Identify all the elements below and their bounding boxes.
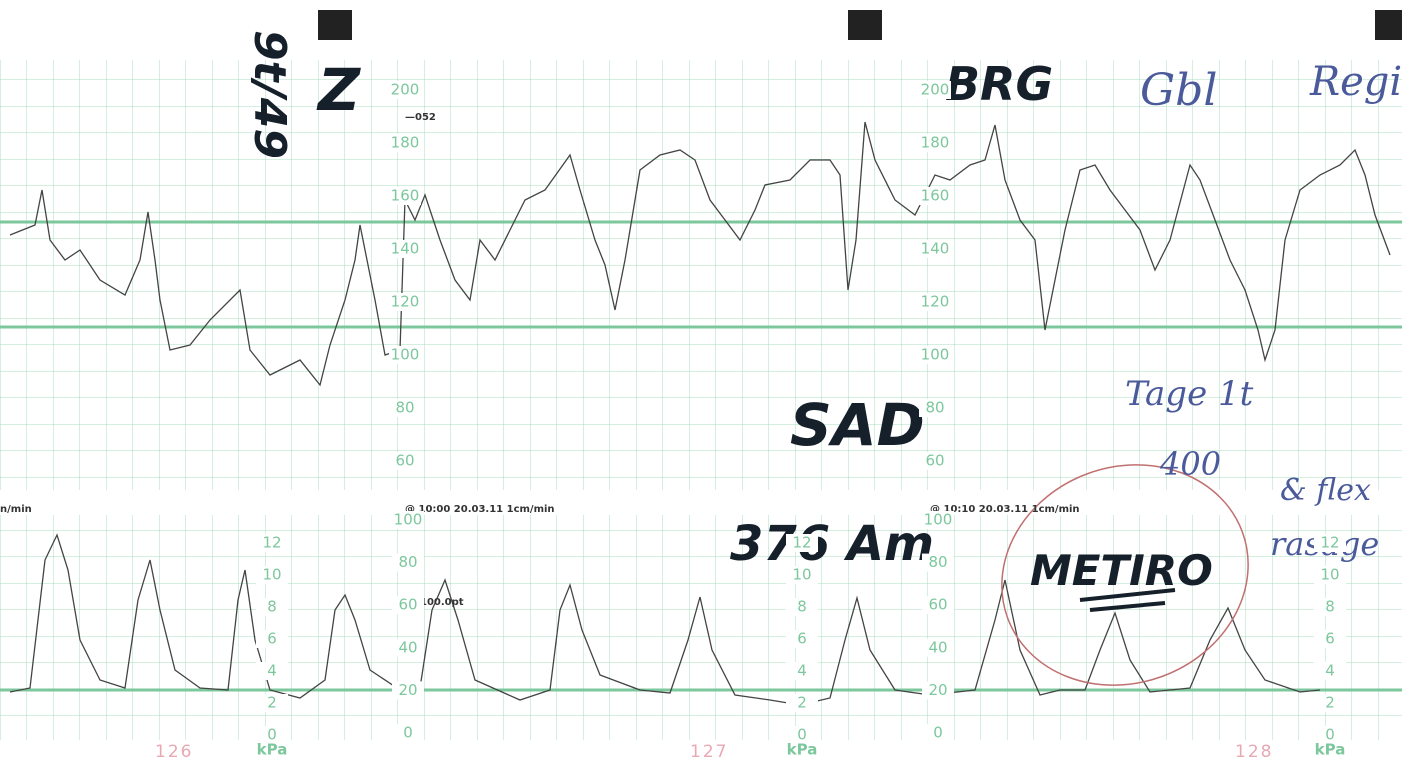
fhr-scale-label: 180	[921, 134, 950, 152]
toco-kpa-label: 2	[797, 694, 807, 712]
page-number: 127	[690, 742, 728, 762]
toco-mmhg-label: 20	[928, 681, 947, 699]
fhr-grid	[0, 60, 1402, 490]
header-text: n/min	[0, 504, 32, 515]
ctg-strip: n/min @ 10:00 20.03.11 1cm/min @ 10:10 2…	[0, 0, 1402, 768]
fhr-scale-label: 120	[391, 293, 420, 311]
fhr-scale-label: 80	[925, 399, 944, 417]
page-marker	[318, 10, 352, 40]
fhr-scale-label: 60	[395, 452, 414, 470]
handwriting: & flex	[1280, 473, 1371, 508]
unit-label: kPa	[1315, 741, 1346, 759]
toco-kpa-label: 8	[267, 598, 277, 616]
unit-label: kPa	[257, 741, 288, 759]
fhr-scale-label: 100	[921, 346, 950, 364]
toco-mmhg-label: 60	[398, 596, 417, 614]
header-band	[0, 490, 1402, 512]
toco-kpa-label: 4	[267, 662, 277, 680]
toco-mmhg-label: 100	[924, 511, 953, 529]
fhr-scale-label: 160	[391, 187, 420, 205]
toco-mmhg-label: 60	[928, 596, 947, 614]
page-marker	[848, 10, 882, 40]
toco-mmhg-label: 40	[398, 638, 417, 656]
toco-mmhg-label: 0	[933, 724, 943, 742]
header-text: @ 10:00 20.03.11 1cm/min	[405, 504, 555, 515]
toco-kpa-label: 10	[262, 566, 281, 584]
fhr-scale-label: 200	[391, 81, 420, 99]
handwriting: 376 Am	[730, 516, 934, 572]
toco-mmhg-label: 100	[394, 511, 423, 529]
handwriting: METIRO	[1030, 546, 1213, 595]
fhr-scale-label: 120	[921, 293, 950, 311]
page-number: 128	[1235, 742, 1273, 762]
toco-mmhg-label: 40	[928, 638, 947, 656]
fhr-scale-label: 80	[395, 399, 414, 417]
toco-kpa-label: 2	[1325, 694, 1335, 712]
handwriting: BRG	[945, 57, 1053, 111]
handwriting: Gbl	[1140, 65, 1217, 116]
fhr-scale-label: 140	[921, 240, 950, 258]
fhr-scale-label: 60	[925, 452, 944, 470]
toco-kpa-label: 10	[792, 566, 811, 584]
handwriting: 400	[1159, 445, 1221, 483]
handwriting: 9t/49	[244, 30, 295, 159]
fhr-scale-label: 200	[921, 81, 950, 99]
toco-kpa-label: 6	[797, 630, 807, 648]
handwriting: Tage 1t	[1125, 374, 1254, 414]
toco-mmhg-label: 80	[928, 553, 947, 571]
toco-kpa-label: 12	[1320, 534, 1339, 552]
toco-kpa-label: 4	[1325, 662, 1335, 680]
handwriting: Regi	[1309, 59, 1402, 105]
fhr-scale-label: 160	[921, 187, 950, 205]
toco-kpa-label: 6	[1325, 630, 1335, 648]
toco-kpa-label: 8	[1325, 598, 1335, 616]
handwriting: Z	[316, 56, 361, 124]
toco-mmhg-label: 0	[403, 724, 413, 742]
handwriting: SAD	[790, 391, 925, 459]
toco-kpa-label: 12	[792, 534, 811, 552]
toco-kpa-label: 8	[797, 598, 807, 616]
toco-kpa-label: 12	[262, 534, 281, 552]
toco-kpa-label: 10	[1320, 566, 1339, 584]
fhr-scale-label: 140	[391, 240, 420, 258]
toco-kpa-label: 6	[267, 630, 277, 648]
page: n/min @ 10:00 20.03.11 1cm/min @ 10:10 2…	[0, 0, 1402, 768]
unit-label: kPa	[787, 741, 818, 759]
toco-mmhg-label: 20	[398, 681, 417, 699]
page-number: 126	[155, 742, 193, 762]
toco-mmhg-label: 80	[398, 553, 417, 571]
toco-kpa-label: 2	[267, 694, 277, 712]
fhr-scale-label: 180	[391, 134, 420, 152]
toco-kpa-label: 4	[797, 662, 807, 680]
page-marker	[1375, 10, 1402, 40]
mark-text: —052	[405, 112, 436, 123]
fhr-scale-label: 100	[391, 346, 420, 364]
